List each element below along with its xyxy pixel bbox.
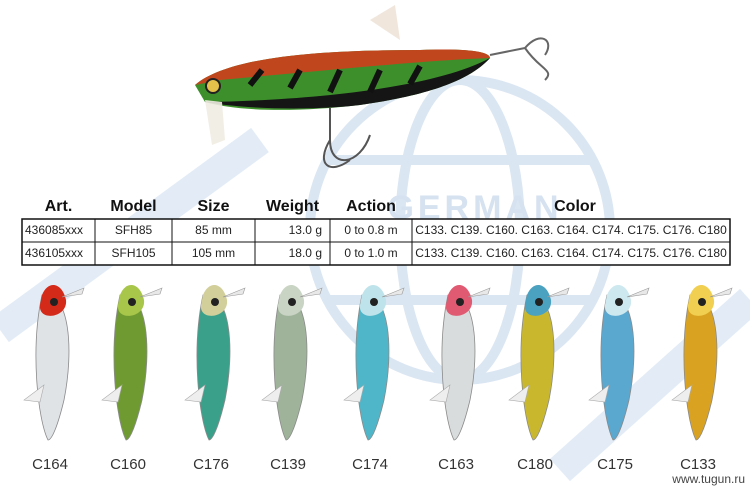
spec-table: Art. Model Size Weight Action Color 436085xxx S… <box>21 198 731 266</box>
column-header: Action <box>346 198 396 215</box>
lure-lip <box>139 287 163 298</box>
lure-lip <box>299 287 323 298</box>
lure-color-code: C175 <box>597 456 633 473</box>
table-cell: SFH105 <box>111 246 155 260</box>
lure-color-code: C139 <box>270 456 306 473</box>
table-cell: 436085xxx <box>25 223 83 237</box>
lure-tail <box>261 384 283 403</box>
column-header: Size <box>197 198 229 215</box>
lure-body <box>600 294 635 441</box>
lure-body <box>273 294 308 441</box>
lure-eye <box>615 298 623 306</box>
watermark: www.tugun.ru <box>671 472 745 486</box>
lure-eye <box>288 298 296 306</box>
table-cell: SFH85 <box>115 223 153 237</box>
lure-body <box>441 294 476 441</box>
lure-eye <box>211 298 219 306</box>
table-cell: C133. C139. C160. C163. C164. C174. C175… <box>415 223 727 237</box>
table-cell: 85 mm <box>195 223 232 237</box>
lure-lip <box>222 287 246 298</box>
lure-color-code: C160 <box>110 456 146 473</box>
table-cell: 0 to 0.8 m <box>344 223 397 237</box>
lure-lip <box>709 287 733 298</box>
table-cell: 18.0 g <box>289 246 322 260</box>
lure-eye <box>50 298 58 306</box>
lure-lip <box>61 287 85 298</box>
lure-body <box>520 294 555 441</box>
lure-lip <box>467 287 491 298</box>
lure-color-code: C180 <box>517 456 553 473</box>
lure-tail <box>429 384 451 403</box>
lure-color-code: C174 <box>352 456 388 473</box>
lure-body <box>35 294 70 441</box>
column-header: Model <box>110 198 156 215</box>
hero-lure <box>195 5 550 169</box>
lure-lip <box>546 287 570 298</box>
lure-body <box>113 294 148 441</box>
lure-eye <box>456 298 464 306</box>
lure-body <box>355 294 390 441</box>
lure-tail <box>101 384 123 403</box>
lure-eye <box>535 298 543 306</box>
lure-eye <box>128 298 136 306</box>
lure-tail <box>588 384 610 403</box>
lure-tail <box>23 384 45 403</box>
table-cell: C133. C139. C160. C163. C164. C174. C175… <box>415 246 727 260</box>
lure-eye <box>698 298 706 306</box>
column-header: Weight <box>266 198 320 215</box>
lure-color-code: C133 <box>680 456 716 473</box>
lure-color-code: C176 <box>193 456 229 473</box>
lure-eye <box>370 298 378 306</box>
lure-lip <box>381 287 405 298</box>
table-cell: 436105xxx <box>25 246 83 260</box>
lure-body <box>683 294 718 441</box>
lure-tail <box>508 384 530 403</box>
table-cell: 0 to 1.0 m <box>344 246 397 260</box>
lure-row: C164 C160 C176 C139 C174 C163 C180 C175 C133 <box>23 284 733 473</box>
column-header: Art. <box>45 198 73 215</box>
lure-tail <box>343 384 365 403</box>
table-cell: 105 mm <box>192 246 235 260</box>
lure-tail <box>671 384 693 403</box>
lure-tail <box>184 384 206 403</box>
column-header: Color <box>554 198 596 215</box>
lure-color-code: C163 <box>438 456 474 473</box>
table-cell: 13.0 g <box>289 223 322 237</box>
lure-body <box>196 294 231 441</box>
lure-color-code: C164 <box>32 456 68 473</box>
lure-lip <box>626 287 650 298</box>
